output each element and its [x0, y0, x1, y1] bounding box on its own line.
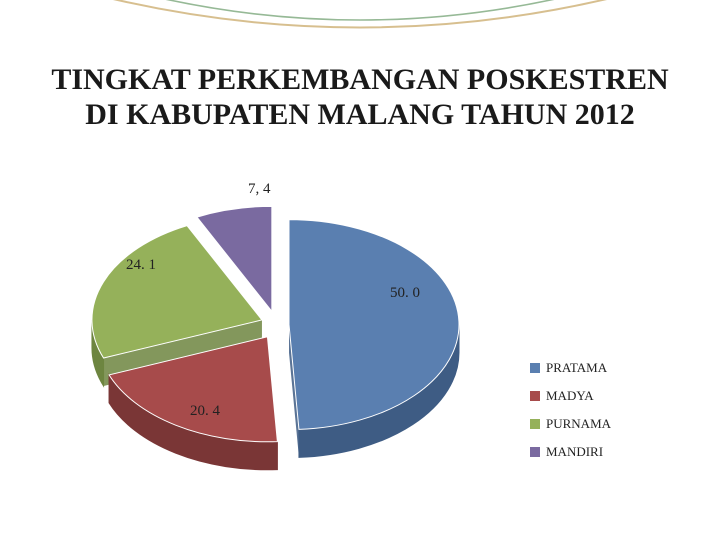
pie-chart: 50. 0 20. 4 24. 1 7, 4: [60, 165, 490, 495]
label-mandiri: 7, 4: [248, 181, 271, 198]
legend-label: PRATAMA: [546, 360, 607, 376]
legend-swatch: [530, 363, 540, 373]
legend-label: MANDIRI: [546, 444, 603, 460]
legend-item-pratama: PRATAMA: [530, 360, 680, 376]
title-line1: TINGKAT PERKEMBANGAN POSKESTREN: [51, 63, 668, 96]
arc-outer: [0, 0, 720, 28]
legend-label: MADYA: [546, 388, 594, 404]
legend-swatch: [530, 419, 540, 429]
legend-item-madya: MADYA: [530, 388, 680, 404]
legend-swatch: [530, 391, 540, 401]
label-madya: 20. 4: [190, 403, 220, 420]
decor-arc: [0, 0, 720, 60]
pie-svg: [60, 165, 490, 495]
label-pratama: 50. 0: [390, 285, 420, 302]
title-line2: DI KABUPATEN MALANG TAHUN 2012: [85, 98, 634, 131]
arc-inner: [30, 0, 690, 20]
legend-label: PURNAMA: [546, 416, 611, 432]
legend-item-purnama: PURNAMA: [530, 416, 680, 432]
legend: PRATAMA MADYA PURNAMA MANDIRI: [530, 360, 680, 472]
label-purnama: 24. 1: [126, 257, 156, 274]
legend-item-mandiri: MANDIRI: [530, 444, 680, 460]
page-title: TINGKAT PERKEMBANGAN POSKESTREN DI KABUP…: [0, 62, 720, 133]
slide-root: TINGKAT PERKEMBANGAN POSKESTREN DI KABUP…: [0, 0, 720, 540]
legend-swatch: [530, 447, 540, 457]
